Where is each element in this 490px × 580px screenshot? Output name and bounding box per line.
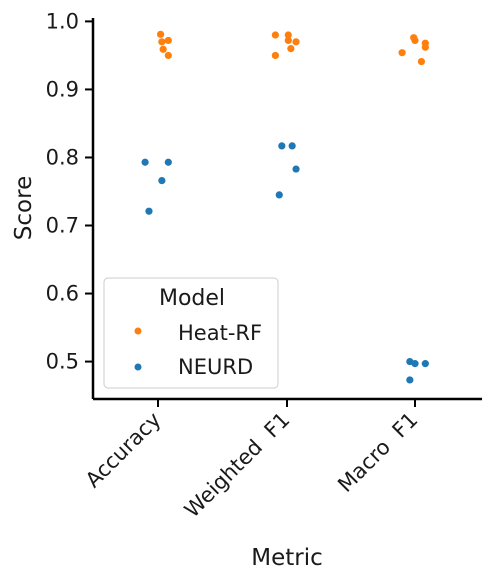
axes: 0.5 0.6 0.7 0.8 0.9 1.0 Accuracy Weighted F1 Mac… <box>46 9 482 522</box>
y-tick-label: 0.7 <box>46 214 79 238</box>
point-heat-rf <box>284 36 292 45</box>
legend-marker-neurd <box>134 363 142 371</box>
y-tick-label: 0.8 <box>46 145 79 169</box>
point-neurd <box>158 177 166 185</box>
point-neurd <box>278 142 286 150</box>
point-neurd <box>141 158 149 166</box>
legend-label-heat-rf: Heat-RF <box>178 321 262 345</box>
legend: Model Heat-RF NEURD <box>103 277 279 389</box>
point-heat-rf <box>398 49 406 57</box>
point-neurd <box>421 360 429 368</box>
point-neurd <box>411 360 419 368</box>
x-tick-label: Weighted F1 <box>180 408 295 523</box>
x-tick-label: Accuracy <box>81 408 166 493</box>
x-tick-label: Macro F1 <box>333 408 422 497</box>
point-heat-rf <box>271 51 279 60</box>
legend-marker-heat-rf <box>134 327 142 335</box>
y-tick-label: 0.9 <box>46 77 79 101</box>
point-heat-rf <box>287 45 295 53</box>
point-neurd <box>275 191 283 199</box>
y-tick-label: 0.5 <box>46 350 79 374</box>
point-neurd <box>288 142 296 150</box>
point-neurd <box>145 207 153 215</box>
y-tick-label: 0.6 <box>46 282 79 306</box>
legend-box <box>103 277 279 389</box>
point-heat-rf <box>164 36 172 45</box>
point-neurd <box>164 158 172 166</box>
legend-label-neurd: NEURD <box>178 355 253 379</box>
x-axis-title: Metric <box>251 545 323 571</box>
point-neurd <box>292 165 300 173</box>
point-heat-rf <box>158 38 166 46</box>
point-heat-rf <box>159 45 167 53</box>
data-points <box>141 30 429 384</box>
point-heat-rf <box>417 57 426 66</box>
point-heat-rf <box>411 36 419 45</box>
point-neurd <box>406 376 414 384</box>
point-heat-rf <box>156 30 165 38</box>
point-heat-rf <box>292 38 300 46</box>
point-heat-rf <box>284 31 292 39</box>
point-heat-rf <box>421 43 429 51</box>
legend-title: Model <box>159 286 225 311</box>
y-axis-title: Score <box>11 176 37 240</box>
point-heat-rf <box>271 31 279 39</box>
y-tick-label: 1.0 <box>46 9 79 33</box>
point-heat-rf <box>164 51 172 60</box>
